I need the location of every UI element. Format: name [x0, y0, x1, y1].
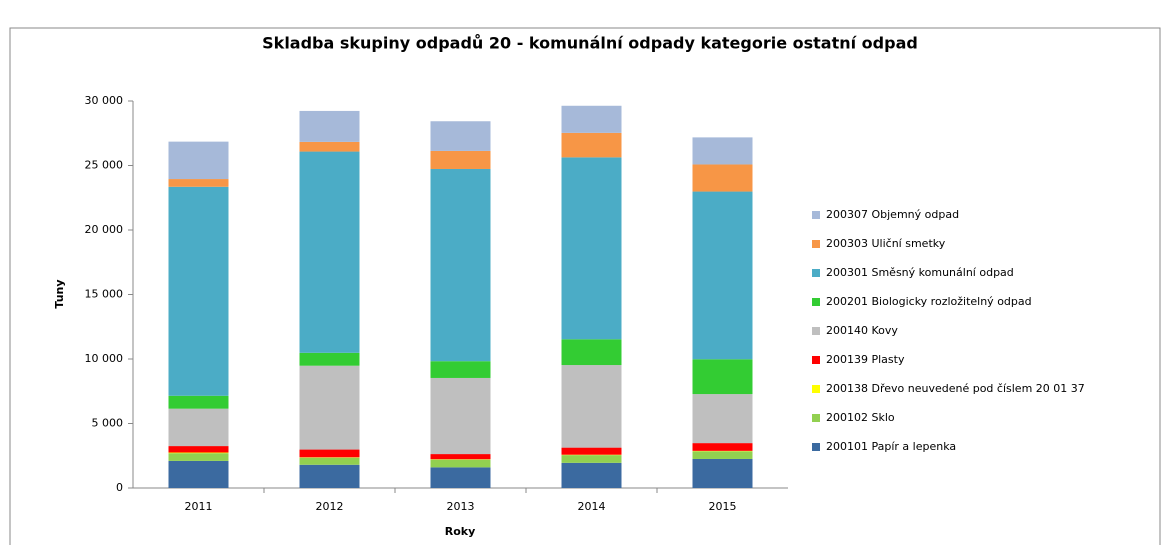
legend-label: 200307 Objemný odpad [826, 208, 959, 221]
x-tick-label: 2014 [578, 500, 606, 513]
bar-segment [562, 365, 622, 448]
legend-swatch [812, 327, 820, 335]
legend-swatch [812, 414, 820, 422]
bar-segment [431, 467, 491, 488]
y-tick-label: 20 000 [85, 223, 124, 236]
bar-segment [169, 409, 229, 446]
bar-segment [562, 463, 622, 488]
bar-segment [300, 465, 360, 488]
bar-segment [562, 133, 622, 158]
bar-segment [300, 450, 360, 458]
chart-title: Skladba skupiny odpadů 20 - komunální od… [262, 34, 918, 53]
y-axis-label: Tuny [53, 279, 66, 308]
bar-segment [693, 359, 753, 394]
y-tick-label: 5 000 [92, 417, 124, 430]
bar-segment [169, 446, 229, 452]
x-tick-label: 2012 [316, 500, 344, 513]
bar-segment [693, 459, 753, 488]
legend-swatch [812, 356, 820, 364]
bar-segment [169, 461, 229, 488]
bar-segment [693, 192, 753, 360]
bar-segment [300, 353, 360, 366]
legend-label: 200303 Uliční smetky [826, 237, 946, 250]
bar-segment [300, 366, 360, 450]
legend-swatch [812, 269, 820, 277]
bar-segment [431, 454, 491, 459]
bar-segment [300, 458, 360, 465]
bar-segment [431, 460, 491, 468]
bar-segment [431, 121, 491, 151]
legend-label: 200301 Směsný komunální odpad [826, 266, 1014, 279]
bar-segment [300, 152, 360, 353]
legend-label: 200140 Kovy [826, 324, 898, 337]
legend-label: 200138 Dřevo neuvedené pod číslem 20 01 … [826, 382, 1085, 395]
legend-swatch [812, 443, 820, 451]
x-tick-label: 2011 [185, 500, 213, 513]
legend-label: 200102 Sklo [826, 411, 895, 424]
bar-segment [562, 157, 622, 339]
bar-segment [562, 448, 622, 455]
bar-segment [169, 142, 229, 179]
y-tick-label: 30 000 [85, 94, 124, 107]
bar-segment [693, 451, 753, 459]
bar-segment [562, 106, 622, 133]
legend-label: 200101 Papír a lepenka [826, 440, 956, 453]
x-axis-label: Roky [445, 525, 476, 538]
legend-swatch [812, 211, 820, 219]
legend-label: 200139 Plasty [826, 353, 905, 366]
bar-segment [169, 453, 229, 454]
bar-segment [431, 151, 491, 169]
bar-segment [169, 396, 229, 409]
bar-segment [169, 453, 229, 461]
y-tick-label: 0 [116, 481, 123, 494]
bar-segment [431, 169, 491, 361]
bar-segment [431, 361, 491, 378]
x-tick-label: 2013 [447, 500, 475, 513]
bar-segment [169, 179, 229, 187]
bar-segment [693, 394, 753, 443]
bar-segment [693, 137, 753, 164]
legend-swatch [812, 385, 820, 393]
x-tick-label: 2015 [709, 500, 737, 513]
y-tick-label: 10 000 [85, 352, 124, 365]
bar-segment [300, 142, 360, 152]
bar-segment [562, 339, 622, 365]
bar-segment [562, 455, 622, 463]
y-tick-label: 15 000 [85, 288, 124, 301]
bar-segment [693, 164, 753, 191]
legend-swatch [812, 298, 820, 306]
bar-segment [693, 443, 753, 451]
legend-label: 200201 Biologicky rozložitelný odpad [826, 295, 1032, 308]
legend-swatch [812, 240, 820, 248]
bar-segment [169, 187, 229, 396]
bar-segment [300, 111, 360, 142]
bar-segment [431, 378, 491, 454]
y-tick-label: 25 000 [85, 159, 124, 172]
